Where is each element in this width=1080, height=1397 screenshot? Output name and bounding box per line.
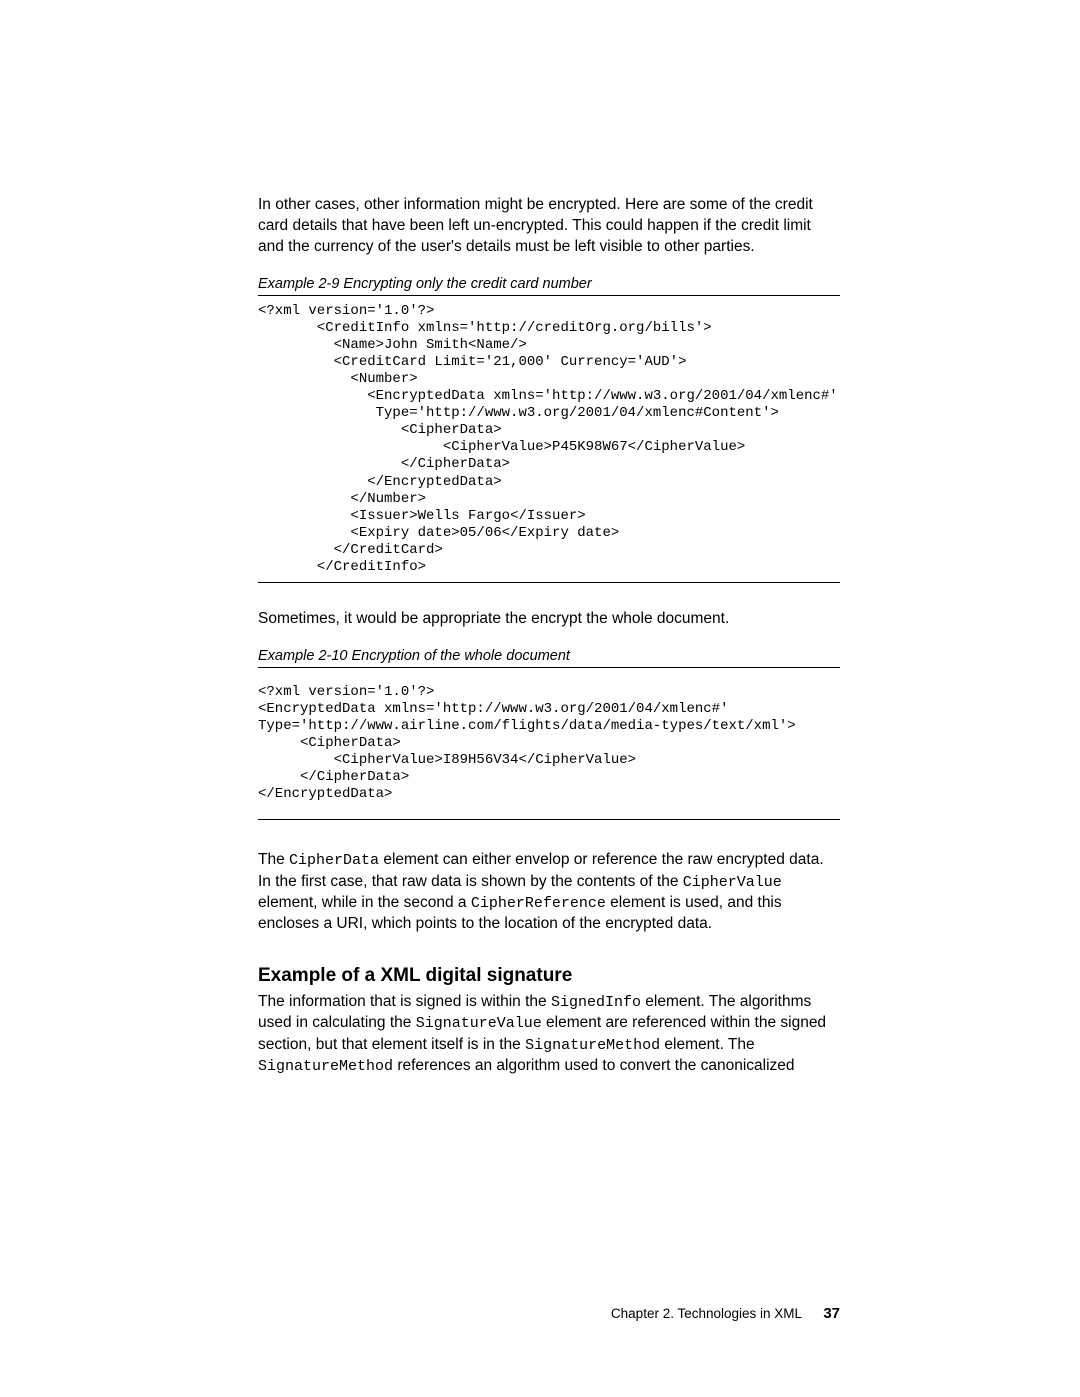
- text-fragment: element. The: [660, 1036, 755, 1053]
- inline-code: CipherReference: [471, 895, 606, 912]
- rule-bottom-1: [258, 582, 840, 583]
- code-example-1: <?xml version='1.0'?> <CreditInfo xmlns=…: [258, 296, 840, 582]
- text-fragment: element, while in the second a: [258, 894, 471, 911]
- mid-paragraph: Sometimes, it would be appropriate the e…: [258, 609, 840, 630]
- text-fragment: The information that is signed is within…: [258, 993, 551, 1010]
- inline-code: SignedInfo: [551, 994, 641, 1011]
- footer-chapter-label: Chapter 2. Technologies in XML: [611, 1306, 802, 1321]
- page-footer: Chapter 2. Technologies in XML 37: [611, 1305, 840, 1322]
- text-fragment: The: [258, 851, 289, 868]
- cipher-paragraph: The CipherData element can either envelo…: [258, 850, 840, 935]
- intro-paragraph: In other cases, other information might …: [258, 195, 840, 258]
- inline-code: CipherData: [289, 852, 379, 869]
- section-heading: Example of a XML digital signature: [258, 965, 840, 987]
- page-content: In other cases, other information might …: [0, 0, 1080, 1077]
- rule-bottom-2: [258, 819, 840, 820]
- example-caption-2: Example 2-10 Encryption of the whole doc…: [258, 648, 840, 664]
- code-example-2: <?xml version='1.0'?> <EncryptedData xml…: [258, 668, 840, 820]
- footer-page-number: 37: [823, 1305, 840, 1322]
- inline-code: SignatureMethod: [525, 1037, 660, 1054]
- inline-code: SignatureValue: [416, 1015, 542, 1032]
- signature-paragraph: The information that is signed is within…: [258, 992, 840, 1077]
- text-fragment: references an algorithm used to convert …: [393, 1057, 795, 1074]
- example-caption-1: Example 2-9 Encrypting only the credit c…: [258, 276, 840, 292]
- inline-code: CipherValue: [683, 874, 782, 891]
- inline-code: SignatureMethod: [258, 1058, 393, 1075]
